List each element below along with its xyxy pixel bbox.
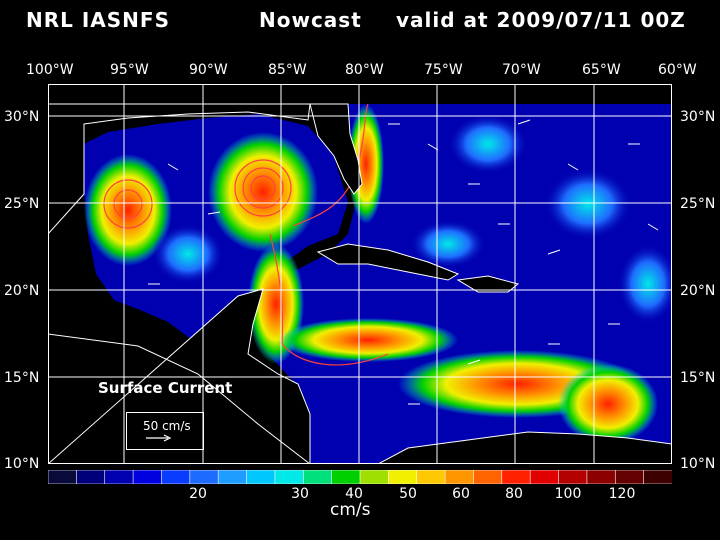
reference-vector-box <box>126 412 204 450</box>
colorbar-swatch <box>161 470 191 484</box>
southeast-caribbean-jet <box>558 364 658 444</box>
colorbar-swatch <box>217 470 248 484</box>
product-type: Nowcast <box>259 8 362 32</box>
lat-label-left: 20°N <box>4 283 40 299</box>
lon-label-top: 70°W <box>502 62 541 78</box>
colorbar-tick: 50 <box>399 486 417 502</box>
lat-label-right: 20°N <box>680 283 716 299</box>
central-america-land <box>48 288 311 464</box>
colorbar-swatch <box>274 470 305 484</box>
lon-label-top: 80°W <box>345 62 384 78</box>
colorbar-tick: 30 <box>291 486 309 502</box>
colorbar-swatch <box>302 470 333 484</box>
colorbar-swatch <box>246 470 276 484</box>
colorbar-tick: 120 <box>608 486 636 502</box>
lat-label-right: 30°N <box>680 109 716 125</box>
map-svg <box>48 84 672 464</box>
colorbar-tick: 20 <box>189 486 207 502</box>
colorbar-swatch <box>48 470 78 484</box>
lat-label-right: 10°N <box>680 456 716 472</box>
colorbar-swatch <box>444 470 475 484</box>
colorbar-swatch <box>558 470 588 484</box>
florida-land <box>309 103 363 195</box>
current-speed-map <box>48 84 672 464</box>
lon-label-top: 65°W <box>582 62 621 78</box>
lat-label-right: 25°N <box>680 196 716 212</box>
colorbar-swatch <box>643 470 672 484</box>
colorbar-swatch <box>473 470 503 484</box>
lon-label-top: 85°W <box>268 62 307 78</box>
atlantic-eddy-d <box>618 244 672 324</box>
graticule <box>48 84 672 464</box>
current-vectors <box>148 119 659 405</box>
map-title: NRL IASNFS Nowcast valid at 2009/07/11 0… <box>14 8 714 38</box>
south-america-land <box>377 431 672 464</box>
gulf-stream <box>348 104 384 224</box>
lon-label-top: 60°W <box>658 62 697 78</box>
atlantic-eddy-b <box>544 168 632 240</box>
colorbar-tick: 80 <box>505 486 523 502</box>
surface-current-label: Surface Current <box>98 379 233 397</box>
reference-arrow-icon <box>146 434 172 442</box>
colorbar <box>48 470 672 484</box>
valid-time: valid at 2009/07/11 00Z <box>396 8 686 32</box>
colorbar-swatch <box>359 470 390 484</box>
colorbar-units: cm/s <box>330 500 371 520</box>
lat-label-right: 15°N <box>680 370 716 386</box>
colorbar-swatch <box>614 470 645 484</box>
gulf-eddy-cool <box>152 224 224 284</box>
reference-vector-label: 50 cm/s <box>143 419 191 433</box>
colorbar-tick: 60 <box>452 486 470 502</box>
colorbar-swatch <box>189 470 219 484</box>
lon-label-top: 75°W <box>424 62 463 78</box>
colorbar-tick: 40 <box>345 486 363 502</box>
colorbar-swatch <box>501 470 531 484</box>
loop-current-eddy <box>208 132 318 252</box>
lat-label-left: 15°N <box>4 370 40 386</box>
western-gulf-eddy <box>84 154 172 266</box>
lat-label-left: 25°N <box>4 196 40 212</box>
atlantic-eddy-a <box>448 114 528 174</box>
colorbar-swatch <box>331 470 361 484</box>
colorbar-swatch <box>104 470 134 484</box>
lat-label-left: 10°N <box>4 456 40 472</box>
colorbar-svg <box>48 470 672 484</box>
model-name: NRL IASNFS <box>26 8 170 32</box>
map-frame <box>48 84 672 464</box>
colorbar-swatch <box>388 470 418 484</box>
cuba-land <box>316 243 460 281</box>
eddy-streamlines <box>103 103 389 366</box>
caribbean-current-west <box>278 318 458 362</box>
lon-label-top: 95°W <box>110 62 149 78</box>
lon-label-top: 100°W <box>26 62 74 78</box>
colorbar-swatch <box>529 470 560 484</box>
colorbar-swatch <box>76 470 106 484</box>
colorbar-swatch <box>132 470 163 484</box>
lon-label-top: 90°W <box>189 62 228 78</box>
atlantic-eddy-c <box>410 220 486 268</box>
colorbar-tick: 100 <box>554 486 582 502</box>
colorbar-swatch <box>416 470 446 484</box>
lat-label-left: 30°N <box>4 109 40 125</box>
colorbar-swatch <box>586 470 617 484</box>
